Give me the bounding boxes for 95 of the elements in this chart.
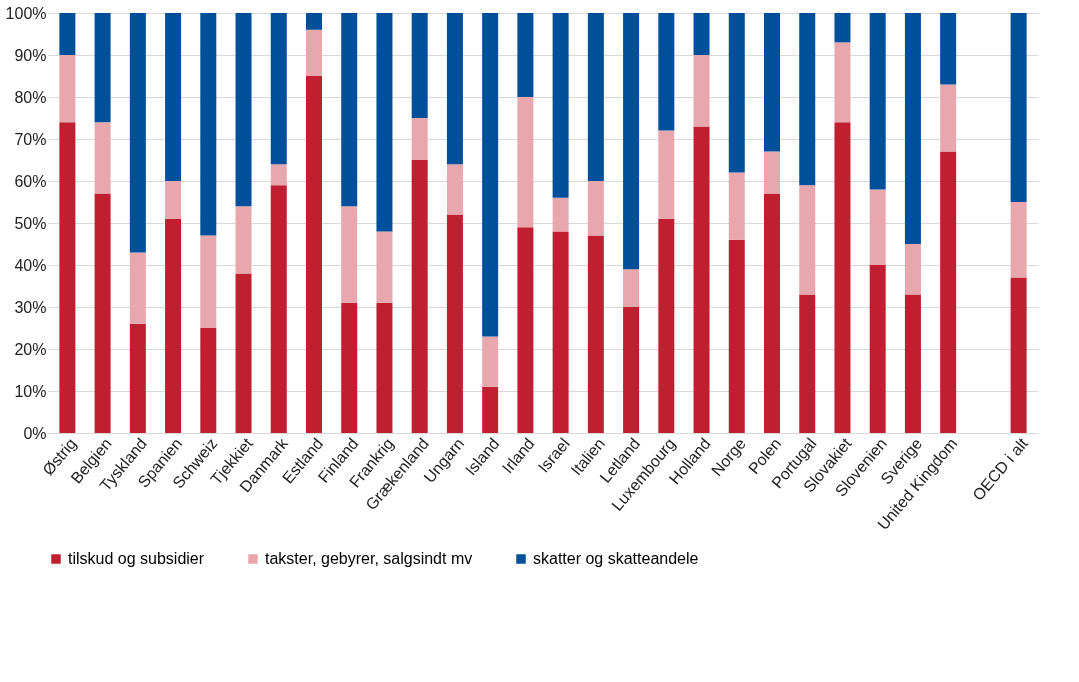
bar	[59, 13, 76, 55]
bar	[834, 13, 851, 43]
bar	[270, 13, 287, 165]
legend-label: tilskud og subsidier	[68, 550, 205, 567]
bar	[482, 386, 499, 433]
bar	[658, 130, 675, 219]
bar	[94, 122, 111, 194]
bar	[693, 13, 710, 55]
bar	[376, 302, 393, 433]
bar	[235, 13, 252, 207]
legend-label: skatter og skatteandele	[533, 550, 699, 567]
bar	[306, 13, 322, 30]
bar	[764, 151, 780, 194]
y-tick-label: 100%	[5, 4, 47, 22]
bar	[129, 252, 146, 324]
bar	[446, 214, 463, 433]
y-tick-label: 20%	[14, 340, 47, 358]
bar	[623, 13, 640, 270]
bar	[799, 294, 816, 433]
bar	[376, 231, 393, 303]
bar	[940, 13, 957, 85]
bar	[165, 218, 182, 433]
bar	[623, 269, 640, 307]
bar	[94, 13, 111, 123]
bar	[411, 160, 428, 433]
bar	[693, 55, 710, 127]
bar	[869, 13, 886, 190]
y-tick-label: 0%	[23, 424, 47, 442]
bar	[59, 122, 76, 433]
bar	[341, 13, 358, 207]
bar	[587, 235, 604, 433]
bar	[904, 244, 921, 295]
bar	[587, 13, 604, 181]
bar	[1010, 202, 1027, 278]
bar	[94, 193, 111, 433]
bar	[940, 84, 957, 152]
bar	[165, 13, 182, 181]
bar	[446, 164, 463, 215]
bar	[869, 265, 886, 433]
bar	[658, 218, 675, 433]
bar	[270, 185, 287, 433]
y-tick-label: 30%	[14, 298, 47, 316]
bar	[482, 13, 499, 337]
legend-label: takster, gebyrer, salgsindt mv	[265, 550, 473, 567]
bar	[693, 126, 710, 433]
bar	[235, 273, 252, 433]
y-tick-label: 40%	[14, 256, 47, 274]
bar	[517, 97, 534, 228]
bar	[482, 336, 499, 387]
bar	[799, 13, 816, 186]
bar	[129, 13, 146, 253]
bar	[658, 13, 675, 131]
bar	[517, 13, 534, 97]
bar	[834, 42, 851, 123]
y-tick-label: 90%	[14, 46, 47, 64]
bar	[587, 181, 604, 236]
bar	[1010, 13, 1027, 202]
y-tick-label: 10%	[14, 382, 47, 400]
bar	[552, 231, 569, 433]
bar	[552, 197, 569, 232]
bar	[623, 307, 640, 433]
bar	[411, 118, 428, 160]
bar	[376, 13, 393, 232]
bar	[306, 76, 322, 433]
bar	[411, 13, 428, 118]
bar	[200, 13, 217, 236]
bar	[904, 13, 921, 244]
bar	[129, 323, 146, 433]
bar	[270, 164, 287, 186]
y-tick-label: 80%	[14, 88, 47, 106]
bar	[552, 13, 569, 198]
bar	[165, 181, 182, 219]
bar	[59, 55, 76, 123]
bar	[728, 172, 745, 240]
bar	[869, 189, 886, 265]
bar	[1010, 277, 1027, 433]
bar	[940, 151, 957, 433]
bar	[799, 185, 816, 295]
y-tick-label: 70%	[14, 130, 47, 148]
bar	[341, 206, 358, 303]
bar	[728, 13, 745, 173]
bar	[200, 235, 217, 328]
bar	[834, 122, 851, 433]
bar	[306, 29, 322, 76]
bar	[446, 13, 463, 165]
bar	[764, 193, 780, 433]
bar	[904, 294, 921, 433]
bar	[517, 227, 534, 433]
bar	[728, 239, 745, 433]
bar	[764, 13, 780, 152]
y-tick-label: 50%	[14, 214, 47, 232]
bar	[235, 206, 252, 274]
y-tick-label: 60%	[14, 172, 47, 190]
bar	[200, 328, 217, 433]
bar	[341, 302, 358, 433]
